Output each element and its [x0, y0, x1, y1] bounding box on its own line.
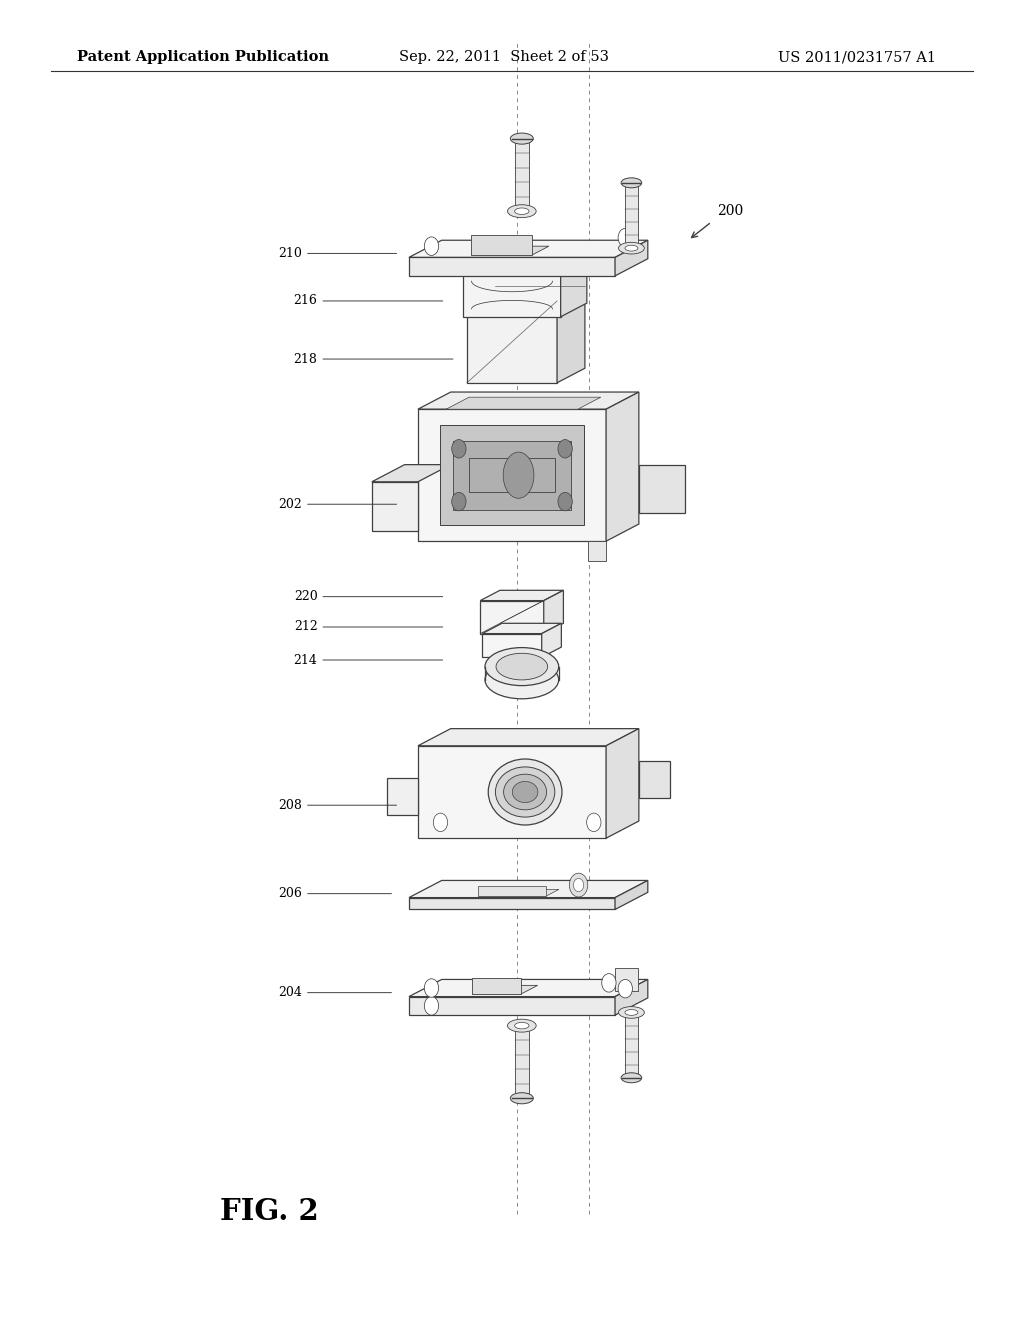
Polygon shape — [515, 139, 529, 211]
Circle shape — [424, 238, 438, 256]
Polygon shape — [542, 623, 561, 657]
Text: 220: 220 — [294, 590, 442, 603]
Polygon shape — [418, 729, 639, 746]
Ellipse shape — [622, 178, 642, 187]
Polygon shape — [409, 880, 648, 898]
Ellipse shape — [503, 453, 534, 499]
Text: 204: 204 — [279, 986, 391, 999]
Polygon shape — [471, 235, 532, 255]
Polygon shape — [387, 777, 418, 814]
Polygon shape — [515, 1026, 529, 1098]
Polygon shape — [544, 590, 563, 634]
Polygon shape — [480, 590, 563, 601]
Ellipse shape — [485, 661, 559, 698]
Ellipse shape — [625, 1010, 638, 1015]
Polygon shape — [453, 441, 571, 510]
Text: 214: 214 — [294, 653, 442, 667]
Text: 200: 200 — [717, 205, 743, 218]
Circle shape — [573, 879, 584, 892]
Polygon shape — [478, 886, 546, 896]
Text: Sep. 22, 2011  Sheet 2 of 53: Sep. 22, 2011 Sheet 2 of 53 — [399, 50, 609, 65]
Text: 208: 208 — [279, 799, 396, 812]
Polygon shape — [561, 261, 587, 317]
Text: 206: 206 — [279, 887, 391, 900]
Circle shape — [602, 974, 616, 993]
Polygon shape — [467, 286, 585, 301]
Text: Patent Application Publication: Patent Application Publication — [77, 50, 329, 65]
Ellipse shape — [618, 243, 644, 253]
Polygon shape — [615, 968, 638, 991]
Ellipse shape — [622, 1073, 642, 1082]
Circle shape — [424, 979, 438, 998]
Ellipse shape — [504, 774, 547, 809]
Text: 216: 216 — [294, 294, 442, 308]
Text: 212: 212 — [294, 620, 442, 634]
Polygon shape — [615, 880, 648, 909]
Text: 202: 202 — [279, 498, 396, 511]
Circle shape — [452, 440, 466, 458]
Polygon shape — [472, 985, 538, 994]
Polygon shape — [557, 286, 585, 383]
Polygon shape — [463, 261, 587, 275]
Polygon shape — [446, 397, 601, 409]
Circle shape — [618, 228, 633, 247]
Circle shape — [618, 979, 633, 998]
Polygon shape — [418, 746, 606, 838]
Circle shape — [569, 874, 588, 898]
Polygon shape — [409, 997, 615, 1015]
Polygon shape — [467, 301, 557, 383]
Polygon shape — [463, 275, 561, 317]
Ellipse shape — [488, 759, 562, 825]
Polygon shape — [440, 425, 584, 525]
Text: 210: 210 — [279, 247, 396, 260]
Polygon shape — [625, 182, 638, 248]
Text: 218: 218 — [294, 352, 453, 366]
Polygon shape — [615, 240, 648, 276]
Ellipse shape — [510, 1093, 534, 1104]
Polygon shape — [409, 898, 615, 909]
Polygon shape — [372, 482, 418, 531]
Ellipse shape — [618, 1007, 644, 1018]
Ellipse shape — [508, 205, 537, 218]
Polygon shape — [480, 601, 544, 634]
Polygon shape — [409, 979, 648, 997]
Ellipse shape — [485, 648, 559, 685]
Polygon shape — [625, 1012, 638, 1077]
Polygon shape — [639, 760, 670, 797]
Polygon shape — [639, 465, 685, 513]
Circle shape — [452, 492, 466, 511]
Text: US 2011/0231757 A1: US 2011/0231757 A1 — [778, 50, 936, 65]
Circle shape — [433, 813, 447, 832]
Ellipse shape — [510, 133, 534, 144]
Polygon shape — [471, 246, 549, 255]
Text: FIG. 2: FIG. 2 — [220, 1197, 318, 1226]
Polygon shape — [606, 392, 639, 541]
Polygon shape — [409, 257, 615, 276]
Circle shape — [558, 440, 572, 458]
Ellipse shape — [508, 1019, 537, 1032]
Polygon shape — [588, 541, 606, 561]
Circle shape — [558, 492, 572, 511]
Circle shape — [587, 813, 601, 832]
Polygon shape — [418, 409, 606, 541]
Polygon shape — [478, 890, 559, 896]
Polygon shape — [409, 240, 648, 257]
Ellipse shape — [515, 209, 529, 214]
Polygon shape — [615, 979, 648, 1015]
Polygon shape — [606, 729, 639, 838]
Polygon shape — [472, 978, 521, 994]
Ellipse shape — [625, 246, 638, 251]
Polygon shape — [372, 465, 451, 482]
Circle shape — [424, 997, 438, 1015]
Polygon shape — [482, 634, 542, 657]
Ellipse shape — [496, 767, 555, 817]
Ellipse shape — [515, 1023, 529, 1028]
Ellipse shape — [512, 781, 538, 803]
Polygon shape — [482, 623, 561, 634]
Polygon shape — [418, 392, 639, 409]
Ellipse shape — [496, 653, 548, 680]
